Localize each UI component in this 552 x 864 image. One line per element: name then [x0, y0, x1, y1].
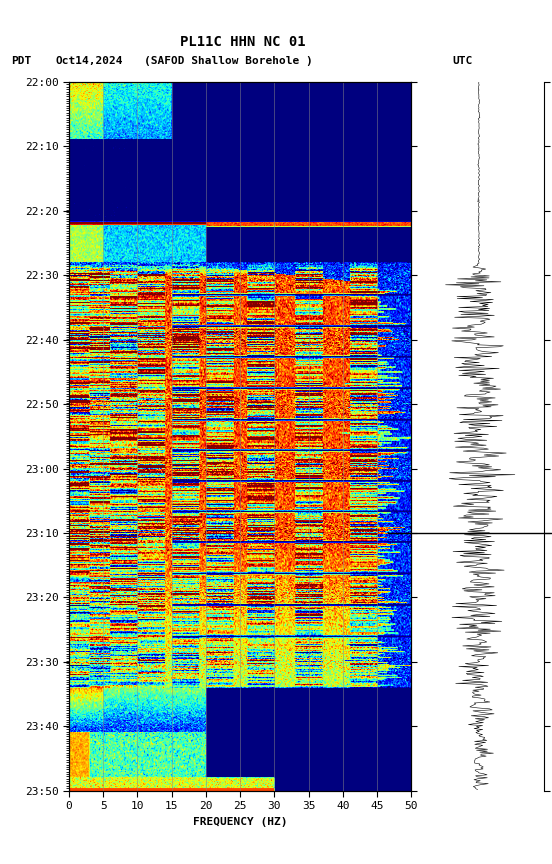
Text: PDT: PDT — [11, 56, 31, 67]
Text: Oct14,2024: Oct14,2024 — [55, 56, 123, 67]
Text: PL11C HHN NC 01: PL11C HHN NC 01 — [180, 35, 306, 48]
Text: (SAFOD Shallow Borehole ): (SAFOD Shallow Borehole ) — [144, 56, 312, 67]
Text: UTC: UTC — [453, 56, 473, 67]
X-axis label: FREQUENCY (HZ): FREQUENCY (HZ) — [193, 816, 288, 827]
